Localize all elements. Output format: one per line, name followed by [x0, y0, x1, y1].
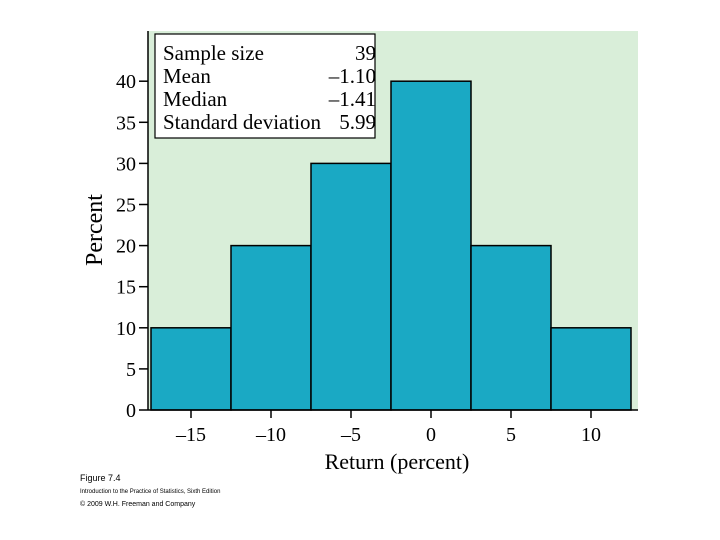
- x-tick-label: 10: [581, 424, 601, 446]
- stats-label-sample-size: Sample size: [163, 41, 264, 65]
- x-tick-label: –15: [175, 424, 206, 446]
- stats-label-median: Median: [163, 87, 228, 111]
- stats-value-mean: –1.10: [328, 64, 376, 88]
- y-tick-label: 10: [116, 318, 136, 340]
- figure-caption: Figure 7.4: [80, 473, 121, 483]
- bars-layer: [150, 80, 632, 411]
- y-tick-label: 40: [116, 71, 136, 93]
- y-ticks: 0 5 10 15 20 25 30 35 40: [116, 71, 148, 422]
- stats-label-mean: Mean: [163, 64, 211, 88]
- y-tick-label: 35: [116, 112, 136, 134]
- copyright-caption: © 2009 W.H. Freeman and Company: [80, 501, 196, 508]
- histogram-bar: [310, 162, 392, 411]
- x-tick-label: –5: [340, 424, 361, 446]
- y-tick-label: 30: [116, 153, 136, 175]
- stats-label-std-dev: Standard deviation: [163, 110, 322, 134]
- y-tick-label: 15: [116, 277, 136, 299]
- histogram-bar: [230, 244, 312, 411]
- stats-box-frame: [154, 33, 376, 139]
- stats-value-sample-size: 39: [355, 41, 376, 65]
- y-axis-label: Percent: [82, 194, 108, 266]
- y-tick-label: 5: [126, 359, 136, 381]
- histogram-bar: [550, 327, 632, 411]
- stats-value-median: –1.41: [328, 87, 376, 111]
- y-tick-label: 25: [116, 195, 136, 217]
- stats-value-std-dev: 5.99: [339, 110, 376, 134]
- x-tick-label: 0: [426, 424, 436, 446]
- stats-box: Sample size 39 Mean –1.10 Median –1.41 S…: [154, 33, 376, 139]
- x-ticks: –15 –10 –5 0 5 10: [175, 410, 601, 446]
- y-tick-label: 20: [116, 236, 136, 258]
- x-tick-label: 5: [506, 424, 516, 446]
- y-tick-label: 0: [126, 400, 136, 422]
- book-title-caption: Introduction to the Practice of Statisti…: [80, 489, 221, 495]
- histogram-bar: [390, 80, 472, 411]
- x-tick-label: –10: [255, 424, 286, 446]
- histogram-bar: [150, 327, 232, 411]
- x-axis-label: Return (percent): [325, 449, 470, 474]
- histogram-bar: [470, 244, 552, 411]
